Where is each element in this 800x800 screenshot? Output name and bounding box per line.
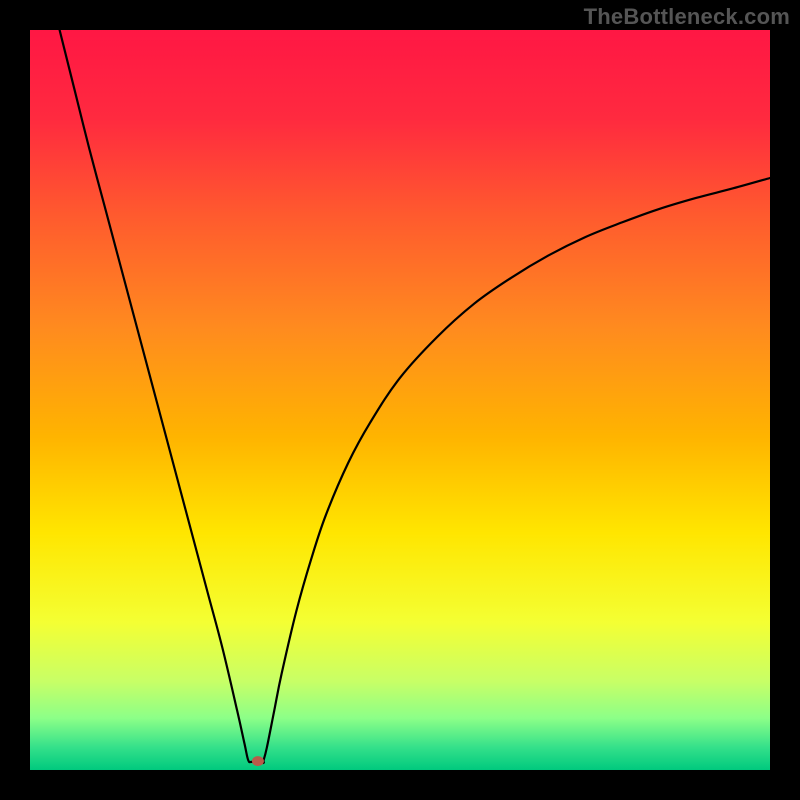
minimum-marker <box>252 756 264 766</box>
curve-line <box>60 30 770 763</box>
chart-frame: TheBottleneck.com <box>0 0 800 800</box>
plot-area <box>30 30 770 770</box>
bottleneck-curve <box>30 30 770 770</box>
watermark-text: TheBottleneck.com <box>584 4 790 30</box>
